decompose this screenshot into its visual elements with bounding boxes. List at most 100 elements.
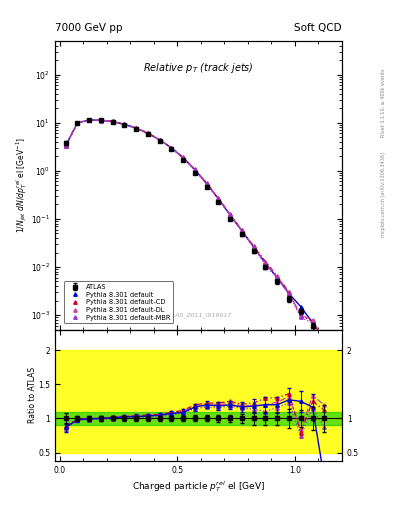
Pythia 8.301 default-CD [63,142,68,148]
Pythia 8.301 default [322,386,327,392]
Pythia 8.301 default-DL [240,227,244,233]
Pythia 8.301 default-CD [263,259,268,265]
Pythia 8.301 default [193,167,197,173]
Pythia 8.301 default-DL [298,312,303,318]
Pythia 8.301 default [310,319,315,326]
Pythia 8.301 default [228,212,233,218]
Pythia 8.301 default-DL [110,118,115,124]
Pythia 8.301 default-MBR [286,291,291,297]
Pythia 8.301 default-DL [75,120,80,126]
Text: 7000 GeV pp: 7000 GeV pp [55,23,123,33]
Pythia 8.301 default-DL [157,137,162,143]
Pythia 8.301 default-DL [275,274,279,280]
Pythia 8.301 default-MBR [263,262,268,268]
Pythia 8.301 default-CD [310,318,315,324]
Pythia 8.301 default [204,181,209,187]
Pythia 8.301 default-CD [75,120,80,126]
Legend: ATLAS, Pythia 8.301 default, Pythia 8.301 default-CD, Pythia 8.301 default-DL, P: ATLAS, Pythia 8.301 default, Pythia 8.30… [64,282,173,324]
Pythia 8.301 default [99,117,103,123]
Pythia 8.301 default-CD [252,243,256,249]
Pythia 8.301 default-CD [322,338,327,345]
Line: Pythia 8.301 default-CD: Pythia 8.301 default-CD [64,118,326,344]
Pythia 8.301 default [275,274,279,281]
Pythia 8.301 default [169,145,174,151]
Line: Pythia 8.301 default-MBR: Pythia 8.301 default-MBR [64,118,326,349]
Pythia 8.301 default-CD [228,211,233,217]
Pythia 8.301 default-DL [145,130,150,136]
X-axis label: Charged particle $p^{rel}_{T}$ el [GeV]: Charged particle $p^{rel}_{T}$ el [GeV] [132,479,265,494]
Pythia 8.301 default [134,125,138,131]
Pythia 8.301 default-CD [204,180,209,186]
Pythia 8.301 default-CD [216,195,221,201]
Pythia 8.301 default [110,118,115,124]
Text: mcplots.cern.ch [arXiv:1306.3436]: mcplots.cern.ch [arXiv:1306.3436] [381,152,386,237]
Y-axis label: $1/N_{jet}$ $dN/dp^{rel}_{T}$ el [GeV$^{-1}$]: $1/N_{jet}$ $dN/dp^{rel}_{T}$ el [GeV$^{… [15,137,29,233]
Pythia 8.301 default-CD [99,117,103,123]
Pythia 8.301 default-DL [122,121,127,127]
Text: Rivet 3.1.10, ≥ 400k events: Rivet 3.1.10, ≥ 400k events [381,68,386,137]
Pythia 8.301 default [286,290,291,296]
Pythia 8.301 default-MBR [216,196,221,202]
Pythia 8.301 default-CD [145,130,150,136]
Pythia 8.301 default-DL [216,196,221,202]
Pythia 8.301 default-CD [193,166,197,172]
Pythia 8.301 default-DL [322,337,327,344]
Pythia 8.301 default-DL [169,144,174,151]
Pythia 8.301 default-CD [240,227,244,233]
Pythia 8.301 default-DL [181,155,185,161]
Pythia 8.301 default [63,143,68,149]
Pythia 8.301 default-DL [286,290,291,296]
Pythia 8.301 default-MBR [134,125,138,132]
Pythia 8.301 default [181,155,185,161]
Pythia 8.301 default-CD [87,117,92,123]
Pythia 8.301 default-MBR [63,143,68,150]
Pythia 8.301 default-DL [63,142,68,148]
Pythia 8.301 default [263,260,268,266]
Pythia 8.301 default [87,117,92,123]
Pythia 8.301 default-MBR [193,167,197,173]
Pythia 8.301 default-CD [110,118,115,124]
Pythia 8.301 default-MBR [310,320,315,326]
Pythia 8.301 default [145,130,150,136]
Pythia 8.301 default-MBR [240,228,244,234]
Pythia 8.301 default-MBR [157,137,162,143]
Pythia 8.301 default [298,304,303,310]
Pythia 8.301 default [157,137,162,143]
Pythia 8.301 default-MBR [122,121,127,127]
Pythia 8.301 default-CD [157,137,162,143]
Text: Soft QCD: Soft QCD [294,23,342,33]
Pythia 8.301 default-MBR [75,120,80,126]
Pythia 8.301 default [122,121,127,127]
Pythia 8.301 default-MBR [252,245,256,251]
Pythia 8.301 default-MBR [322,344,327,350]
Pythia 8.301 default-CD [298,313,303,319]
Pythia 8.301 default-MBR [169,145,174,151]
Pythia 8.301 default-CD [169,144,174,151]
Pythia 8.301 default-CD [181,154,185,160]
Y-axis label: Ratio to ATLAS: Ratio to ATLAS [28,367,37,423]
Pythia 8.301 default-MBR [145,131,150,137]
Pythia 8.301 default-DL [310,317,315,323]
Pythia 8.301 default-CD [122,121,127,127]
Pythia 8.301 default-DL [228,211,233,218]
Pythia 8.301 default-DL [193,166,197,173]
Text: Relative $p_T$ (track jets): Relative $p_T$ (track jets) [143,61,254,75]
Line: Pythia 8.301 default-DL: Pythia 8.301 default-DL [64,118,326,342]
Line: Pythia 8.301 default: Pythia 8.301 default [64,118,326,390]
Pythia 8.301 default [216,196,221,202]
Pythia 8.301 default-CD [275,273,279,279]
Pythia 8.301 default-MBR [204,181,209,187]
Pythia 8.301 default-MBR [99,117,103,123]
Text: ATLAS_2011_I919017: ATLAS_2011_I919017 [165,312,232,318]
Pythia 8.301 default-MBR [87,117,92,123]
Pythia 8.301 default [240,228,244,234]
Pythia 8.301 default-DL [252,244,256,250]
Pythia 8.301 default [75,120,80,126]
Pythia 8.301 default-MBR [228,212,233,219]
Pythia 8.301 default-DL [204,181,209,187]
Pythia 8.301 default-CD [134,125,138,131]
Pythia 8.301 default-MBR [275,275,279,282]
Pythia 8.301 default-DL [134,125,138,131]
Pythia 8.301 default-MBR [298,314,303,321]
Pythia 8.301 default [252,244,256,250]
